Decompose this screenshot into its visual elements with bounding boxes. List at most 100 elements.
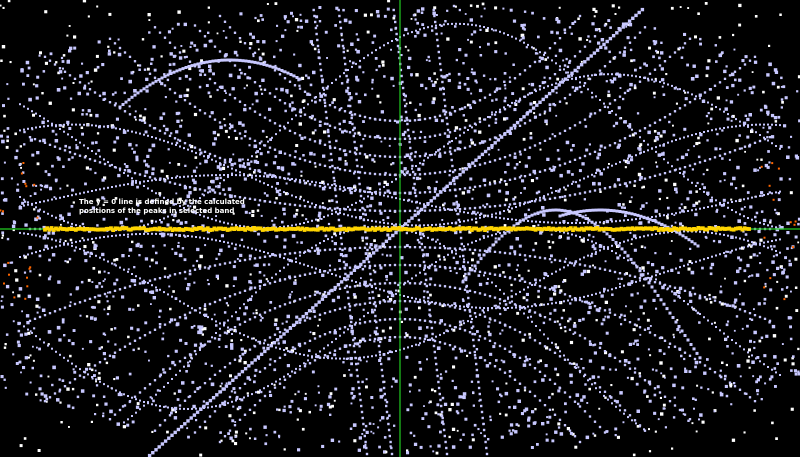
peak-point xyxy=(47,173,51,177)
white-point xyxy=(331,404,334,408)
white-point xyxy=(340,34,343,37)
white-point xyxy=(252,337,255,340)
peak-point xyxy=(61,379,65,382)
peak-point xyxy=(571,22,575,25)
peak-point xyxy=(653,27,657,30)
peak-point xyxy=(573,264,576,267)
peak-point xyxy=(681,386,685,390)
peak-point xyxy=(719,392,724,397)
peak-point xyxy=(213,137,217,141)
white-point xyxy=(256,209,260,212)
white-point xyxy=(69,238,73,242)
peak-point xyxy=(435,180,438,183)
peak-point xyxy=(784,256,787,260)
curve-point xyxy=(698,294,702,297)
peak-point xyxy=(169,52,173,56)
peak-point xyxy=(206,279,209,281)
white-point xyxy=(148,19,151,21)
peak-point xyxy=(174,349,178,353)
peak-point xyxy=(417,118,420,121)
peak-point xyxy=(537,289,540,293)
peak-point xyxy=(71,156,74,159)
curve-point xyxy=(458,208,462,211)
white-point xyxy=(72,201,75,204)
peak-point xyxy=(508,131,512,135)
peak-point xyxy=(187,364,190,368)
peak-point xyxy=(269,301,273,304)
peak-point xyxy=(174,54,177,57)
peak-point xyxy=(299,13,302,16)
curve-point xyxy=(128,342,132,345)
peak-point xyxy=(614,427,618,431)
peak-point xyxy=(61,60,65,63)
peak-point xyxy=(639,66,642,69)
peak-point xyxy=(580,398,584,402)
white-point xyxy=(658,197,661,201)
peak-point xyxy=(98,282,101,285)
white-point xyxy=(595,319,598,322)
peak-point xyxy=(336,166,339,169)
peak-point xyxy=(85,367,88,371)
peak-point xyxy=(516,264,519,267)
peak-point xyxy=(469,18,473,22)
peak-point xyxy=(204,244,207,247)
white-point xyxy=(653,139,657,143)
white-point xyxy=(64,240,67,242)
peak-point xyxy=(406,118,409,122)
curve-point xyxy=(258,256,262,259)
curve-point xyxy=(703,296,707,299)
white-point xyxy=(683,206,687,209)
peak-point xyxy=(240,347,244,351)
peak-point xyxy=(420,83,424,87)
curve-point xyxy=(318,206,322,209)
peak-point xyxy=(355,92,358,96)
peak-point xyxy=(134,110,137,113)
peak-point xyxy=(369,204,373,208)
peak-point xyxy=(260,390,263,394)
peak-point xyxy=(508,370,512,373)
peak-point xyxy=(738,134,741,137)
white-point xyxy=(353,439,357,443)
peak-point xyxy=(315,290,319,294)
peak-point xyxy=(555,31,559,35)
peak-point xyxy=(211,188,215,192)
white-point xyxy=(631,133,635,137)
peak-point xyxy=(91,206,96,210)
white-point xyxy=(574,445,578,449)
peak-point xyxy=(781,288,784,291)
peak-point xyxy=(102,91,106,96)
white-point xyxy=(44,61,48,65)
peak-point xyxy=(233,276,237,281)
curve-point xyxy=(638,178,642,181)
peak-point xyxy=(549,297,553,301)
peak-point xyxy=(240,238,244,241)
peak-point xyxy=(462,299,465,302)
peak-point xyxy=(131,420,135,424)
white-point xyxy=(604,300,608,304)
white-point xyxy=(66,34,69,37)
white-point xyxy=(295,144,299,147)
white-point xyxy=(534,242,538,245)
peak-point xyxy=(643,62,647,66)
peak-point xyxy=(487,42,490,46)
peak-point xyxy=(227,432,230,435)
peak-point xyxy=(748,86,752,90)
peak-point xyxy=(720,285,722,288)
peak-point xyxy=(529,102,533,106)
peak-point xyxy=(520,306,524,309)
curve-point xyxy=(553,258,557,262)
peak-point xyxy=(68,257,72,261)
peak-point xyxy=(231,87,235,91)
white-point xyxy=(108,12,112,16)
peak-point xyxy=(125,217,128,221)
peak-point xyxy=(207,91,211,95)
white-point xyxy=(19,145,22,148)
peak-point xyxy=(522,363,527,367)
peak-point xyxy=(190,326,194,329)
peak-point xyxy=(223,161,227,164)
peak-point xyxy=(617,277,620,280)
peak-point xyxy=(297,25,300,29)
white-point xyxy=(434,81,437,84)
